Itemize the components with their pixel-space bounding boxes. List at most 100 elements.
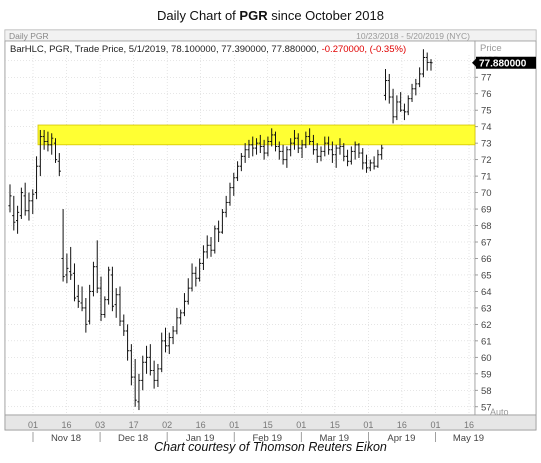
price-bar: [380, 144, 384, 160]
x-tick-day: 01: [363, 420, 373, 430]
price-bar: [399, 92, 403, 112]
price-bar: [330, 141, 334, 163]
price-bar: [137, 373, 141, 411]
price-axis-title: Price: [480, 43, 502, 54]
price-bar: [349, 146, 353, 165]
chart-title: Daily Chart of PGR since October 2018: [0, 8, 541, 23]
y-tick-label: 61: [481, 336, 492, 347]
price-bar: [103, 296, 107, 318]
legend-text: BarHLC, PGR, Trade Price, 5/1/2019, 78.1…: [10, 44, 322, 55]
price-bar: [277, 141, 281, 160]
y-tick-label: 76: [481, 89, 492, 100]
price-bar: [8, 184, 12, 213]
y-tick-label: 63: [481, 303, 492, 314]
y-tick-label: 67: [481, 238, 492, 249]
price-bar: [429, 59, 433, 71]
price-bar: [160, 332, 164, 373]
price-bar: [88, 284, 92, 325]
price-bar: [414, 78, 418, 96]
price-bar: [243, 143, 247, 163]
price-bar: [72, 263, 77, 302]
y-tick-label: 69: [481, 205, 492, 216]
price-bar: [91, 261, 96, 297]
last-price-marker: 77.880000: [472, 56, 536, 70]
price-bar: [395, 95, 399, 121]
price-bar: [270, 128, 274, 147]
chart-title-suffix: since October 2018: [267, 8, 384, 23]
price-bar: [129, 344, 133, 386]
price-bar: [152, 360, 156, 389]
y-tick-label: 68: [481, 221, 492, 232]
price-bar: [281, 144, 285, 165]
price-bar: [125, 324, 130, 361]
price-bar: [38, 129, 42, 177]
price-bar: [156, 363, 160, 387]
price-bar: [254, 138, 259, 155]
price-bar: [42, 129, 46, 150]
chart-caption: Chart courtesy of Thomson Reuters Eikon: [154, 440, 387, 454]
y-tick-label: 66: [481, 254, 492, 265]
price-bar: [107, 266, 111, 305]
price-bar: [383, 69, 388, 101]
price-bar: [402, 103, 407, 121]
x-tick-month: Feb 19: [252, 433, 282, 444]
y-tick-label: 72: [481, 155, 492, 166]
x-tick-day: 16: [397, 420, 407, 430]
x-tick-month: Apr 19: [387, 433, 415, 444]
price-bar: [12, 195, 16, 231]
price-bar: [53, 138, 58, 163]
grid-lines: [5, 55, 475, 415]
price-bar: [198, 258, 202, 282]
price-bar: [345, 149, 350, 167]
price-bar: [213, 225, 217, 254]
price-bar: [65, 253, 69, 284]
price-bar: [273, 131, 278, 152]
price-bar: [247, 139, 251, 158]
price-bar: [410, 83, 414, 102]
x-tick-day: 16: [62, 420, 72, 430]
y-tick-label: 75: [481, 106, 492, 117]
price-bar: [421, 49, 426, 78]
price-bar: [205, 235, 209, 259]
x-tick-day: 01: [296, 420, 306, 430]
price-bar: [220, 209, 224, 234]
price-bar: [114, 288, 118, 318]
date-axis: 01 Nov 18 16 03 Dec 18 17 02 Jan 19 16 01 Feb 19 15…: [28, 420, 484, 444]
price-bar: [190, 263, 194, 292]
y-tick-label: 65: [481, 270, 492, 281]
price-bar: [209, 237, 213, 257]
price-bar: [292, 129, 297, 150]
x-tick-day: 01: [430, 420, 440, 430]
price-bar: [118, 286, 122, 327]
price-bar: [224, 195, 228, 218]
date-axis-area: [4, 414, 537, 431]
price-bar: [315, 143, 319, 163]
price-bar: [80, 286, 84, 312]
date-range: 10/23/2018 - 5/20/2019 (NYC): [356, 31, 470, 41]
price-bar: [50, 133, 54, 155]
price-bar: [357, 143, 361, 158]
price-bar: [217, 220, 221, 243]
x-tick-day: 16: [464, 420, 474, 430]
price-bar: [163, 327, 168, 353]
chart-title-prefix: Daily Chart of: [157, 8, 240, 23]
last-price-value: 77.880000: [479, 59, 527, 70]
price-bar: [167, 332, 171, 355]
price-bar: [326, 136, 331, 155]
auto-scale-label[interactable]: Auto: [490, 407, 509, 417]
price-bar: [251, 136, 255, 157]
price-bar: [239, 153, 243, 172]
price-bar: [308, 128, 312, 145]
price-bar: [319, 146, 323, 162]
price-bar: [368, 159, 372, 172]
price-bars: [8, 49, 433, 411]
last-price-pointer: [472, 58, 476, 67]
price-bar: [353, 141, 357, 160]
x-tick-day: 03: [95, 420, 105, 430]
price-axis: 57 58 59 60 61 62 63 64 65 66 67 68 69 70 71 72 73 74 75 76…: [475, 56, 492, 413]
price-bar: [296, 133, 300, 154]
x-tick-day: 01: [229, 420, 239, 430]
price-bar: [235, 161, 240, 182]
x-tick-month: Mar 19: [320, 433, 350, 444]
